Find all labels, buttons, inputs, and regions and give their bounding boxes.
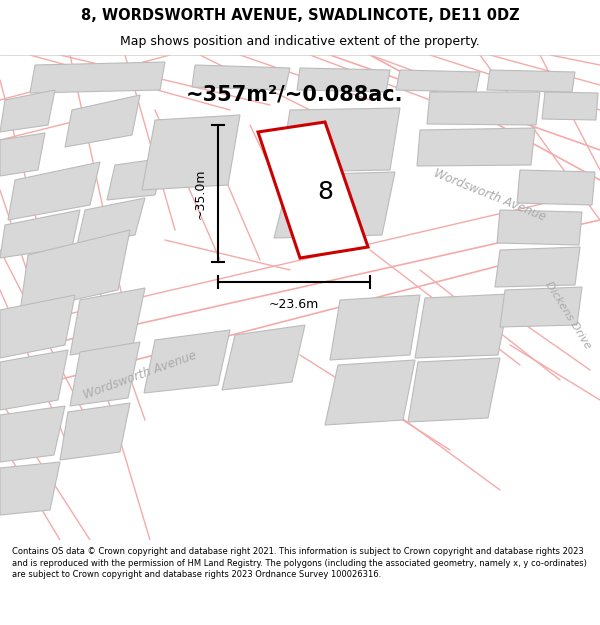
Polygon shape (60, 403, 130, 460)
Polygon shape (495, 247, 580, 287)
Text: 8, WORDSWORTH AVENUE, SWADLINCOTE, DE11 0DZ: 8, WORDSWORTH AVENUE, SWADLINCOTE, DE11 … (80, 8, 520, 23)
Polygon shape (258, 122, 368, 258)
Polygon shape (0, 133, 45, 176)
Text: ~35.0m: ~35.0m (193, 168, 206, 219)
Polygon shape (8, 162, 100, 220)
Polygon shape (408, 358, 500, 422)
Polygon shape (325, 360, 415, 425)
Polygon shape (65, 95, 140, 147)
Polygon shape (77, 198, 145, 245)
Text: Wordsworth Avenue: Wordsworth Avenue (432, 167, 548, 223)
Polygon shape (144, 330, 230, 393)
Polygon shape (487, 70, 575, 92)
Polygon shape (107, 158, 165, 200)
Text: Wordsworth Avenue: Wordsworth Avenue (82, 349, 199, 401)
Polygon shape (142, 115, 240, 190)
Polygon shape (500, 287, 582, 327)
Polygon shape (274, 172, 395, 238)
Polygon shape (0, 406, 65, 462)
Polygon shape (192, 65, 290, 90)
Polygon shape (396, 70, 480, 92)
Text: Contains OS data © Crown copyright and database right 2021. This information is : Contains OS data © Crown copyright and d… (12, 547, 587, 579)
Polygon shape (417, 128, 535, 166)
Polygon shape (222, 325, 305, 390)
Polygon shape (497, 210, 582, 245)
Polygon shape (0, 90, 55, 132)
Polygon shape (427, 92, 540, 125)
Polygon shape (70, 342, 140, 406)
Text: Map shows position and indicative extent of the property.: Map shows position and indicative extent… (120, 35, 480, 48)
Text: Dickens Drive: Dickens Drive (543, 279, 593, 351)
Polygon shape (280, 108, 400, 172)
Polygon shape (70, 288, 145, 355)
Polygon shape (517, 170, 595, 205)
Text: 8: 8 (317, 180, 333, 204)
Polygon shape (330, 295, 420, 360)
Polygon shape (0, 350, 68, 410)
Polygon shape (0, 210, 80, 258)
Polygon shape (0, 462, 60, 515)
Polygon shape (415, 294, 510, 358)
Polygon shape (30, 62, 165, 93)
Polygon shape (542, 92, 598, 120)
Polygon shape (297, 68, 390, 92)
Polygon shape (0, 295, 75, 358)
Polygon shape (20, 230, 130, 312)
Text: ~23.6m: ~23.6m (269, 298, 319, 311)
Text: ~357m²/~0.088ac.: ~357m²/~0.088ac. (186, 85, 404, 105)
